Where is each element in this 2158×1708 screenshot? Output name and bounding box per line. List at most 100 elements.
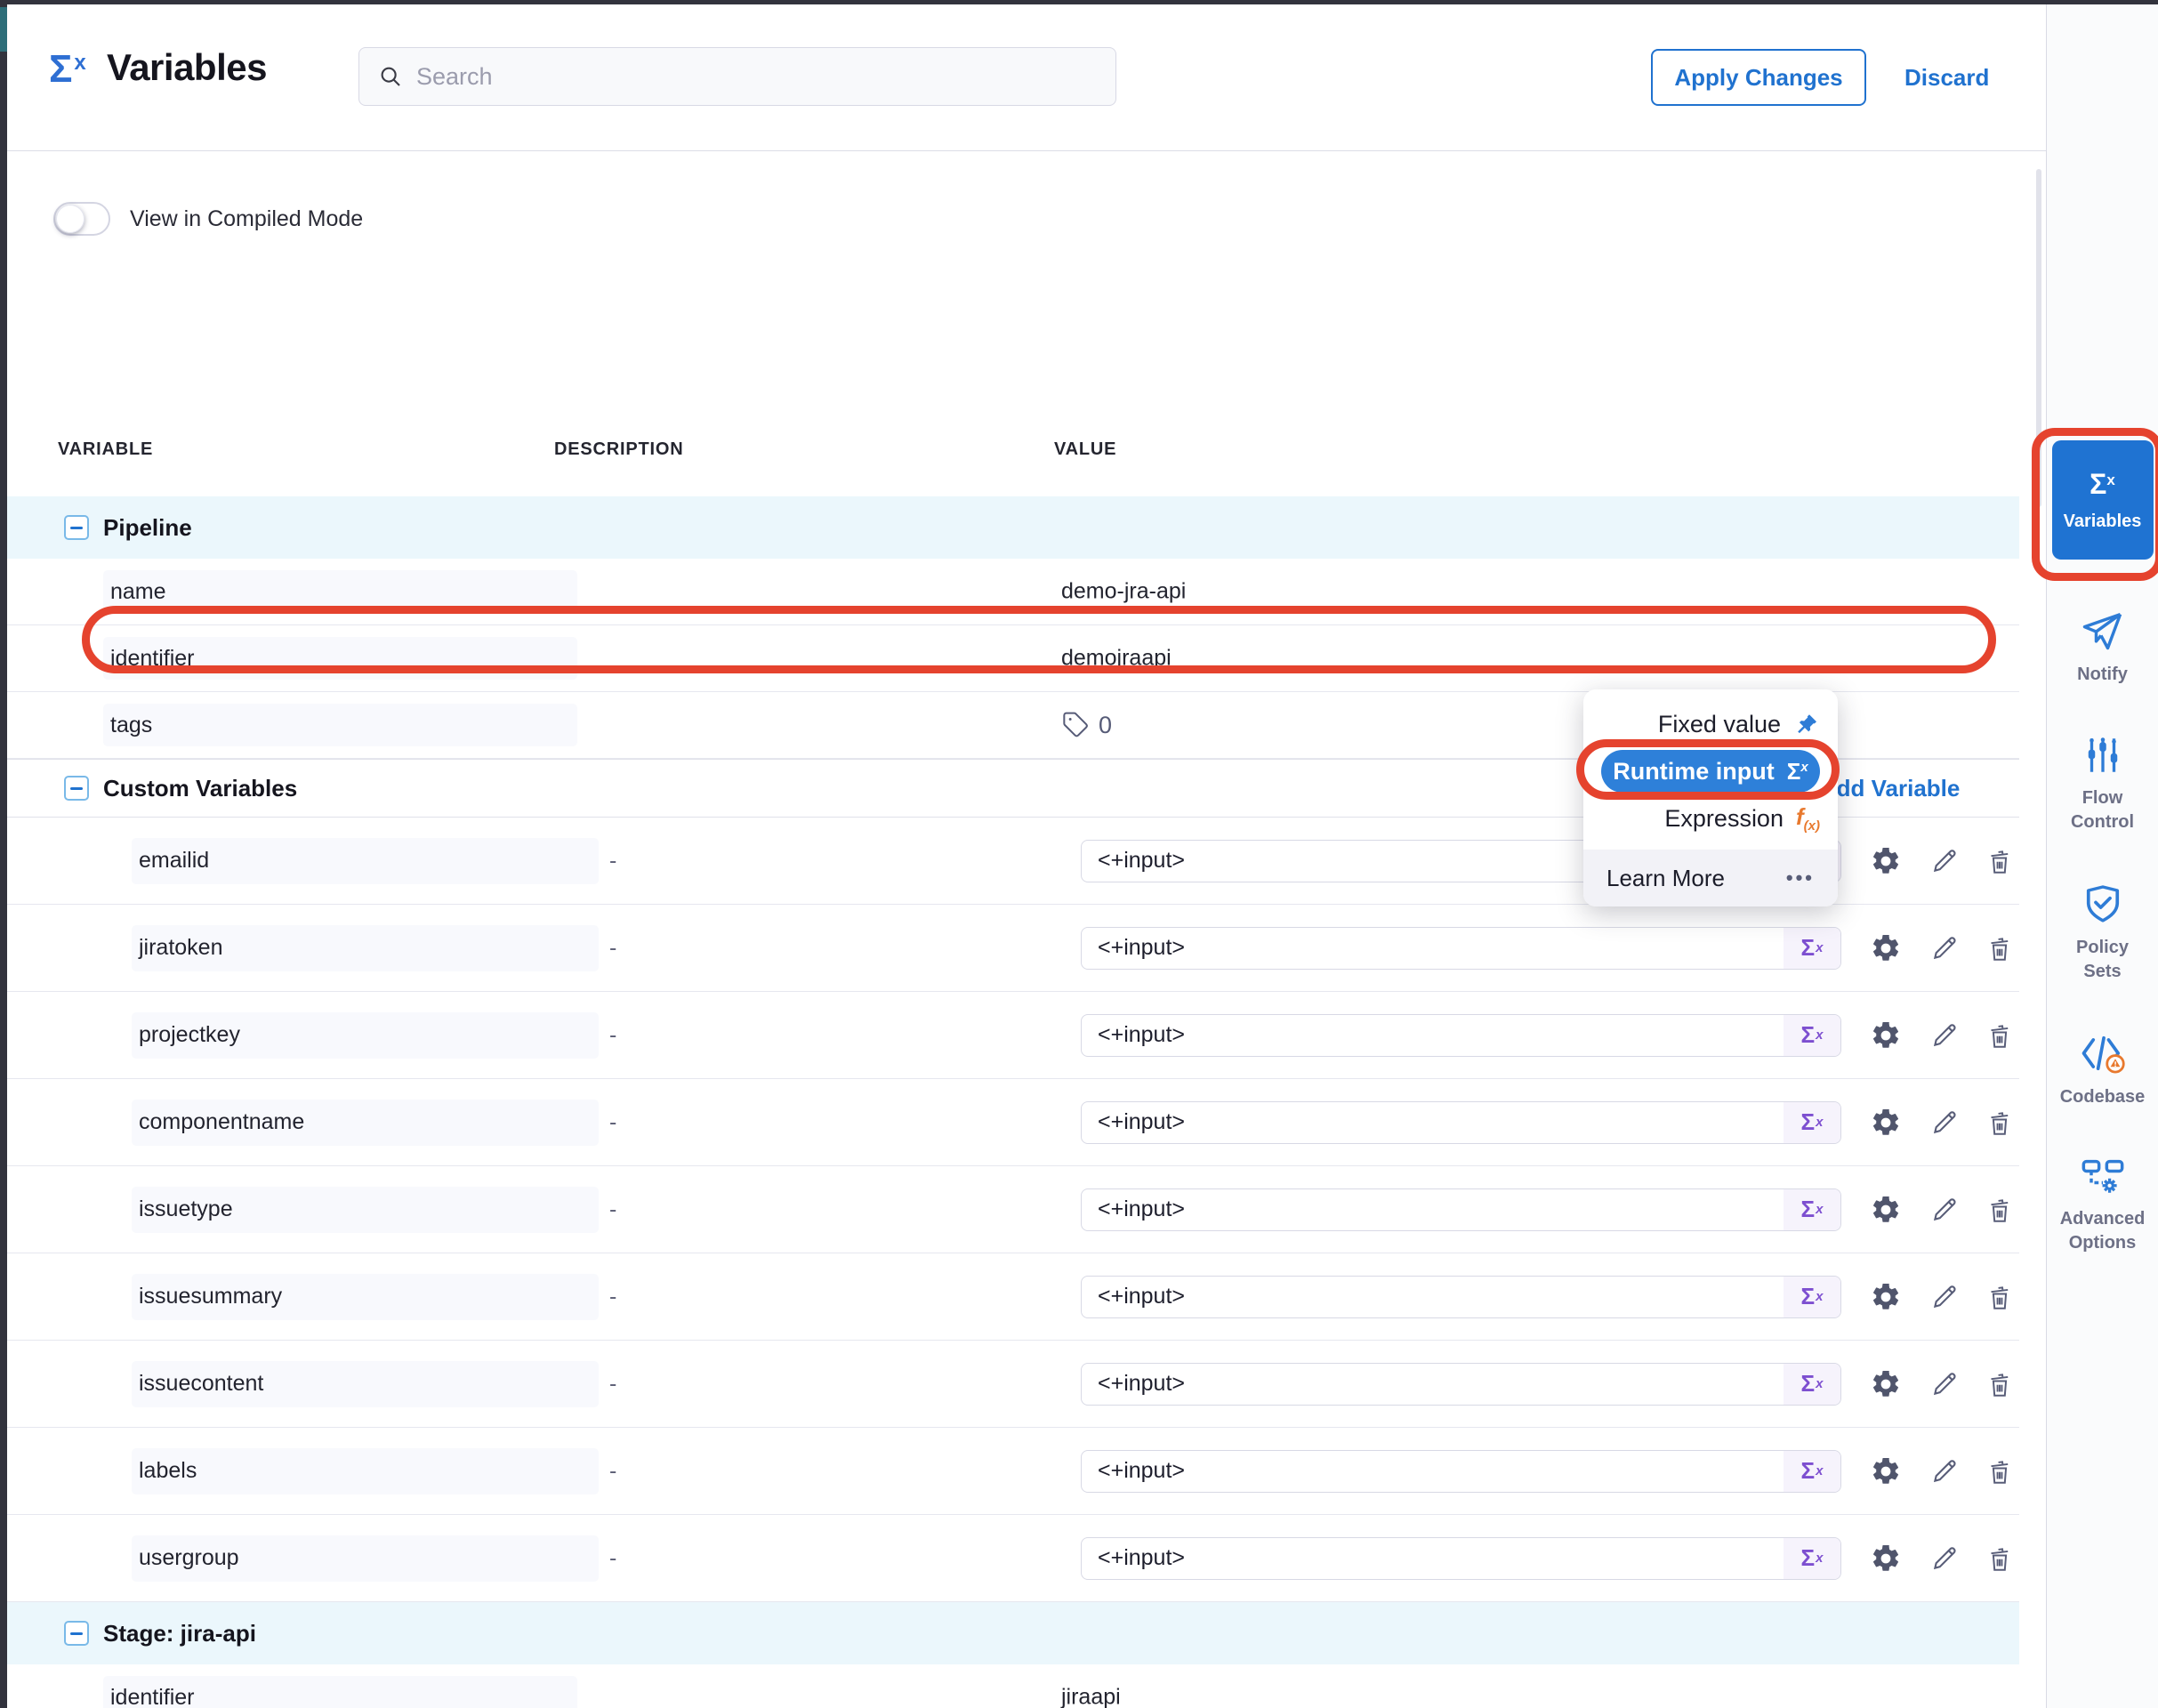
variable-description: - (609, 1284, 617, 1309)
settings-icon[interactable] (1868, 843, 1904, 879)
delete-icon[interactable] (1982, 1279, 2017, 1315)
column-header-value: VALUE (1054, 439, 1117, 459)
menu-item-learn-more[interactable]: Learn More ••• (1583, 850, 1838, 906)
sidebar-item-advanced-options[interactable]: Advanced Options (2054, 1156, 2152, 1255)
collapse-icon[interactable] (64, 515, 89, 540)
collapse-icon[interactable] (64, 776, 89, 801)
window-left-edge (0, 0, 7, 1708)
toggle-knob (56, 205, 85, 233)
edit-icon[interactable] (1927, 1105, 1962, 1140)
edit-icon[interactable] (1927, 1192, 1962, 1228)
delete-icon[interactable] (1982, 1541, 2017, 1576)
settings-icon[interactable] (1868, 931, 1904, 966)
delete-icon[interactable] (1982, 843, 2017, 879)
sidebar-item-notify[interactable]: Notify (2077, 608, 2128, 687)
variable-name: issuetype (132, 1186, 599, 1233)
pin-icon (1793, 711, 1820, 737)
discard-button[interactable]: Discard (1904, 63, 1990, 91)
collapse-icon[interactable] (64, 1621, 89, 1646)
delete-icon[interactable] (1982, 931, 2017, 966)
edit-icon[interactable] (1927, 1279, 1962, 1315)
search-input[interactable] (416, 62, 1098, 91)
search-box[interactable] (358, 47, 1116, 106)
value-type-menu: Fixed value Runtime input Σx Expression … (1583, 689, 1838, 906)
variable-name: identifier (103, 637, 577, 680)
edit-icon[interactable] (1927, 931, 1962, 966)
variable-description: - (609, 1371, 617, 1396)
menu-item-fixed-value[interactable]: Fixed value (1601, 702, 1820, 746)
variable-description: - (609, 1109, 617, 1134)
apply-changes-button[interactable]: Apply Changes (1651, 49, 1866, 106)
settings-icon[interactable] (1868, 1105, 1904, 1140)
sliders-icon (2081, 733, 2125, 777)
variable-value: demojraapi (1061, 645, 1172, 671)
variable-name: labels (132, 1447, 599, 1494)
delete-icon[interactable] (1982, 1192, 2017, 1228)
flowchart-gear-icon (2080, 1156, 2126, 1198)
settings-icon[interactable] (1868, 1454, 1904, 1489)
search-icon (377, 63, 404, 90)
page-title: Variables (107, 46, 267, 88)
settings-icon[interactable] (1868, 1018, 1904, 1053)
sidebar-item-policy-sets[interactable]: Policy Sets (2063, 881, 2143, 984)
compiled-mode-toggle[interactable] (53, 202, 110, 236)
delete-icon[interactable] (1982, 1454, 2017, 1489)
edit-icon[interactable] (1927, 1366, 1962, 1402)
edit-icon[interactable] (1927, 1454, 1962, 1489)
variable-name: componentname (132, 1099, 599, 1146)
settings-icon[interactable] (1868, 1192, 1904, 1228)
settings-icon[interactable] (1868, 1541, 1904, 1576)
table-row: identifier jiraapi (7, 1664, 2019, 1708)
variables-panel: Σx Variables Apply Changes Discard View … (7, 4, 2158, 1708)
delete-icon[interactable] (1982, 1018, 2017, 1053)
variable-name: identifier (103, 1676, 577, 1708)
settings-icon[interactable] (1868, 1366, 1904, 1402)
sidebar-item-codebase[interactable]: Codebase (2060, 1030, 2145, 1109)
edit-icon[interactable] (1927, 1018, 1962, 1053)
delete-icon[interactable] (1982, 1366, 2017, 1402)
table-column-headers: VARIABLE DESCRIPTION VALUE (7, 439, 2019, 475)
settings-icon[interactable] (1868, 1279, 1904, 1315)
variable-description: - (609, 935, 617, 960)
scrollbar-thumb[interactable] (2036, 169, 2041, 507)
variable-name: usergroup (132, 1535, 599, 1582)
table-row: name demo-jra-api (7, 559, 2019, 625)
menu-item-runtime-input[interactable]: Runtime input Σx (1601, 750, 1820, 793)
variable-value: jiraapi (1061, 1684, 1121, 1708)
code-warning-icon (2078, 1030, 2128, 1076)
variable-description: - (609, 1458, 617, 1483)
variables-sigma-icon: Σx (49, 47, 86, 91)
delete-icon[interactable] (1982, 1105, 2017, 1140)
variable-value: demo-jra-api (1061, 578, 1187, 604)
variable-description: - (609, 848, 617, 873)
sidebar-item-variables[interactable]: Σx Variables (2051, 440, 2154, 560)
sidebar-item-flow-control[interactable]: Flow Control (2058, 733, 2147, 834)
section-title: Custom Variables (103, 774, 298, 802)
edit-icon[interactable] (1927, 843, 1962, 879)
menu-item-expression[interactable]: Expression f(x) (1664, 803, 1820, 834)
edit-icon[interactable] (1927, 1541, 1962, 1576)
